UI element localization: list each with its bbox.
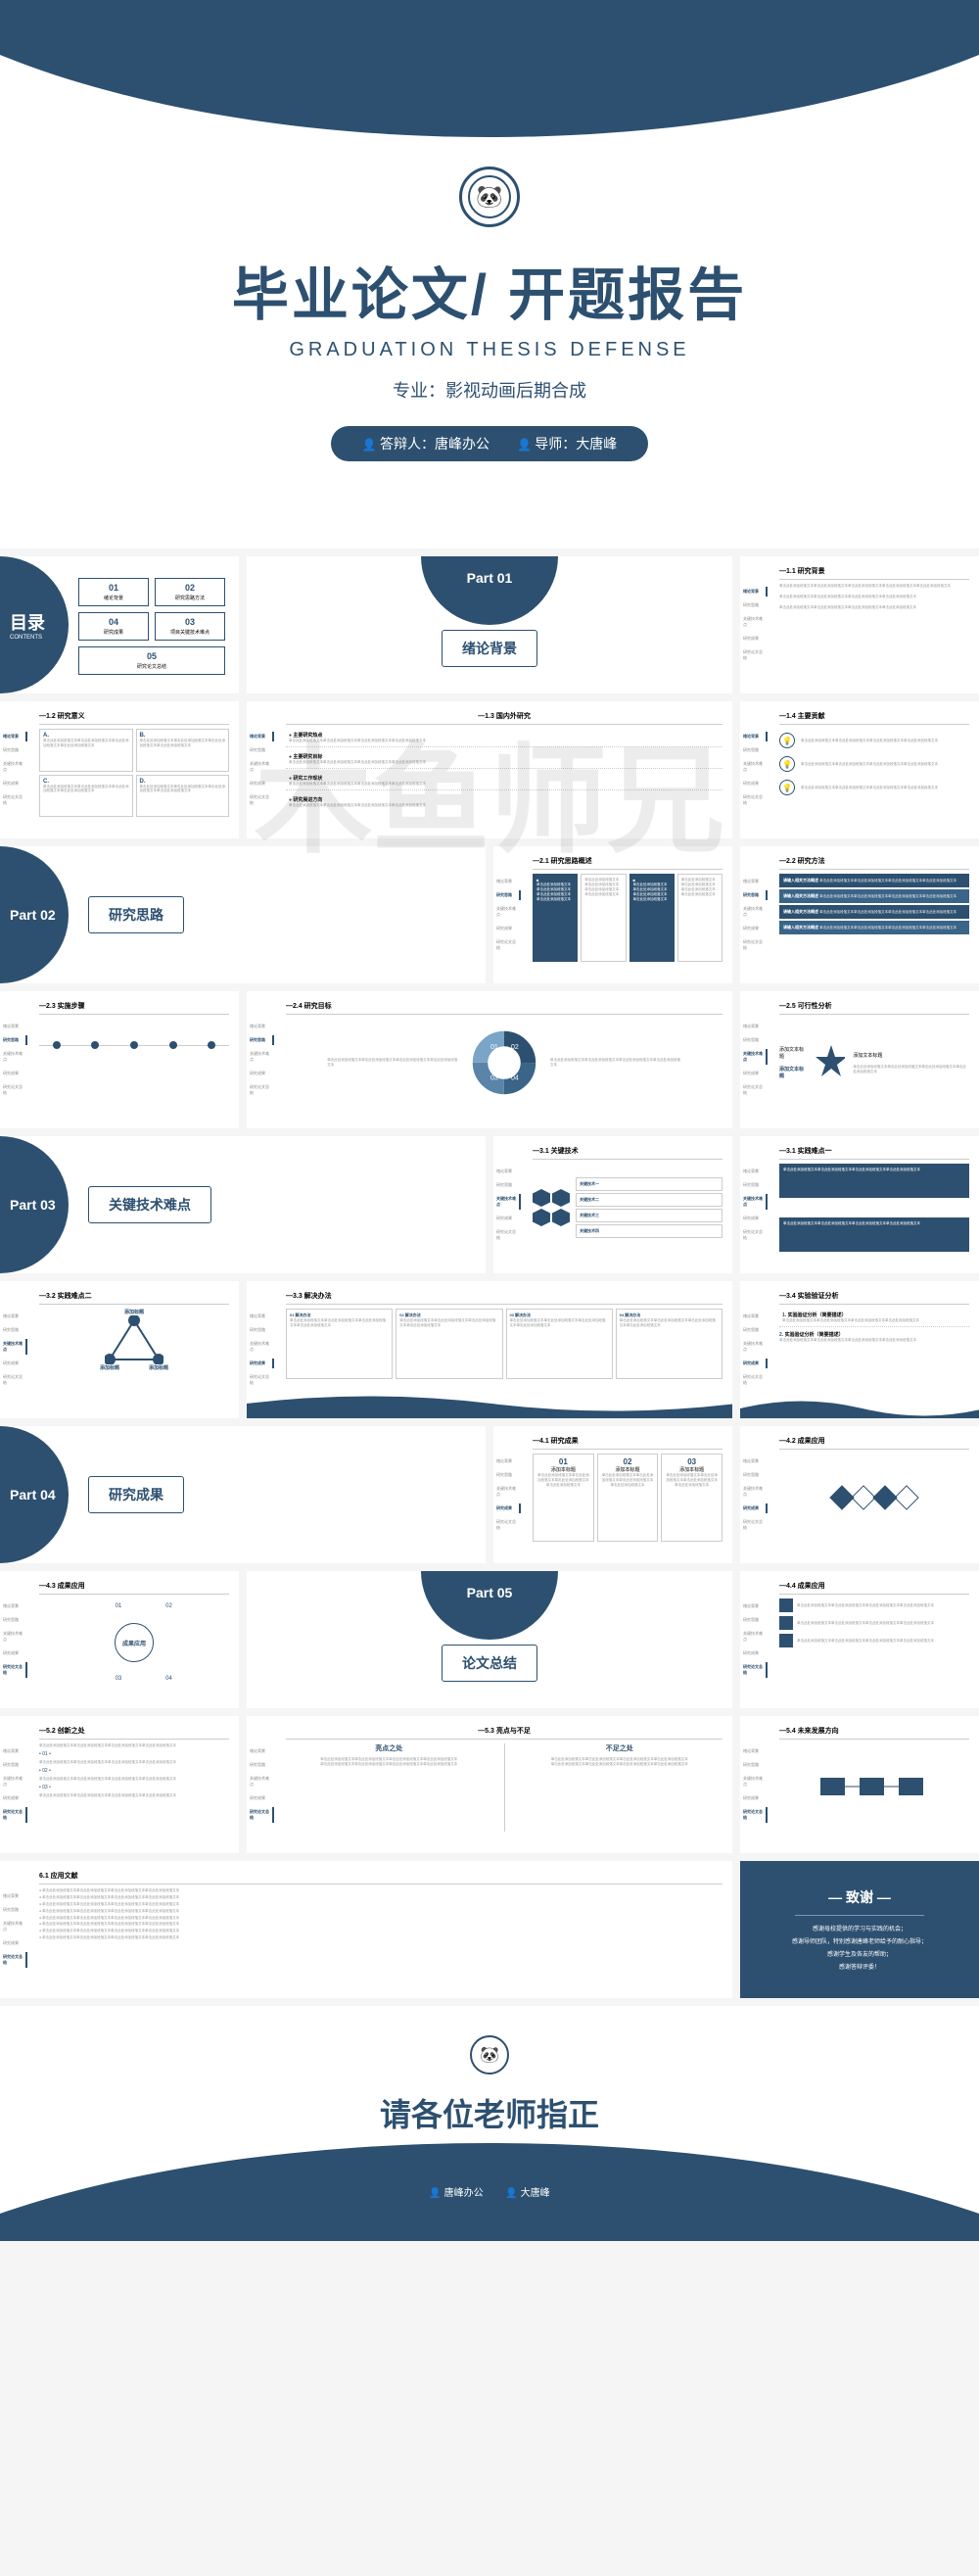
section-part02: Part 02 研究思路 — [0, 846, 486, 983]
badge-icon: 🐼 — [459, 167, 520, 227]
section-title: 绪论背景 — [442, 630, 537, 667]
slide-4-2: 绪论背景研究思路关键技术难点研究成果研究论文总结 —4.2 成果应用 — [740, 1426, 979, 1563]
slide-1-4: 绪论背景研究思路关键技术难点研究成果研究论文总结 —1.4 主要贡献 💡单击此处… — [740, 701, 979, 838]
part-label: Part 01 — [467, 570, 513, 586]
svg-text:01: 01 — [490, 1044, 498, 1051]
ack-title: — 致谢 — — [828, 1887, 891, 1907]
slide-4-4: 绪论背景研究思路关键技术难点研究成果研究论文总结 —4.4 成果应用 单击此处添… — [740, 1571, 979, 1708]
slide-3-2: 绪论背景研究思路关键技术难点研究成果研究论文总结 —3.2 实践难点二 添加标题… — [0, 1281, 239, 1418]
slide-1-2: 绪论背景研究思路关键技术难点研究成果研究论文总结 —1.2 研究意义 A.单击此… — [0, 701, 239, 838]
slide-3-1b: 绪论背景研究思路关键技术难点研究成果研究论文总结 —3.1 实践难点一 单击此处… — [740, 1136, 979, 1273]
slide-2-3: 绪论背景研究思路关键技术难点研究成果研究论文总结 —2.3 实施步骤 — [0, 991, 239, 1128]
svg-text:03: 03 — [490, 1075, 498, 1082]
slide-3-1: 绪论背景研究思路关键技术难点研究成果研究论文总结 —3.1 关键技术 关键技术一… — [493, 1136, 732, 1273]
slide-2-5: 绪论背景研究思路关键技术难点研究成果研究论文总结 —2.5 可行性分析 添加文本… — [740, 991, 979, 1128]
slides-grid: 🐼 毕业论文/ 开题报告 GRADUATION THESIS DEFENSE 专… — [0, 0, 979, 2241]
slide-6-1: 绪论背景研究思路关键技术难点研究成果研究论文总结 6.1 应用文献 ● 单击此处… — [0, 1861, 732, 1998]
final-info: 👤 唐峰办公 👤 大唐峰 — [0, 2184, 979, 2199]
toc-slide: 目录 CONTENTS 01绪论背景02研究思路方法04研究成果03项目关键技术… — [0, 556, 239, 693]
slide-2-2: 绪论背景研究思路关键技术难点研究成果研究论文总结 —2.2 研究方法 请输入相关… — [740, 846, 979, 983]
slide-2-1: 绪论背景研究思路关键技术难点研究成果研究论文总结 —2.1 研究思路概述 ■单击… — [493, 846, 732, 983]
donut-chart-icon: 01 02 03 04 — [470, 1028, 538, 1097]
toc-grid: 01绪论背景02研究思路方法04研究成果03项目关键技术难点05研究论文总结 — [78, 578, 225, 675]
slide-4-1: 绪论背景研究思路关键技术难点研究成果研究论文总结 —4.1 研究成果 01添加本… — [493, 1426, 732, 1563]
major: 专业：影视动画后期合成 — [0, 377, 979, 403]
main-title: 毕业论文/ 开题报告 — [0, 249, 979, 331]
slide-5-4: 绪论背景研究思路关键技术难点研究成果研究论文总结 —5.4 未来发展方向 — [740, 1716, 979, 1853]
slide-1-1: 绪论背景研究思路关键技术难点研究成果研究论文总结 —1.1 研究背景 单击此处添… — [740, 556, 979, 693]
slide-2-4: 绪论背景研究思路关键技术难点研究成果研究论文总结 —2.4 研究目标 单击此处添… — [247, 991, 732, 1128]
slide-1-3: 绪论背景研究思路关键技术难点研究成果研究论文总结 —1.3 国内外研究 ● 主要… — [247, 701, 732, 838]
presenter: 答辩人：唐峰办公 — [362, 434, 490, 453]
process-icon — [816, 1753, 933, 1822]
final-slide: 🐼 请各位老师指正 👤 唐峰办公 👤 大唐峰 — [0, 2006, 979, 2241]
acknowledgment-slide: — 致谢 — 感谢母校提供的学习与实践的机会； 感谢导师团队，特别感谢唐峰老师给… — [740, 1861, 979, 1998]
slide-3-4: 绪论背景研究思路关键技术难点研究成果研究论文总结 —3.4 实验验证分析 1. … — [740, 1281, 979, 1418]
title-slide: 🐼 毕业论文/ 开题报告 GRADUATION THESIS DEFENSE 专… — [0, 0, 979, 549]
star-icon — [812, 1043, 845, 1082]
section-part01: Part 01 绪论背景 — [247, 556, 732, 693]
final-text: 请各位老师指正 — [0, 2090, 979, 2135]
wave-icon — [247, 1389, 732, 1418]
section-part03: Part 03 关键技术难点 — [0, 1136, 486, 1273]
subtitle: GRADUATION THESIS DEFENSE — [0, 339, 979, 361]
svg-text:04: 04 — [511, 1075, 519, 1082]
svg-text:02: 02 — [511, 1044, 519, 1051]
slide-4-3: 绪论背景研究思路关键技术难点研究成果研究论文总结 —4.3 成果应用 成果应用 … — [0, 1571, 239, 1708]
advisor: 导师：大唐峰 — [517, 434, 617, 453]
part-label: Part 02 — [10, 907, 56, 923]
section-part05: Part 05 论文总结 — [247, 1571, 732, 1708]
section-part04: Part 04 研究成果 — [0, 1426, 486, 1563]
slide-5-2: 绪论背景研究思路关键技术难点研究成果研究论文总结 —5.2 创新之处 单击此处添… — [0, 1716, 239, 1853]
info-pill: 答辩人：唐峰办公 导师：大唐峰 — [331, 426, 649, 461]
slide-5-3: 绪论背景研究思路关键技术难点研究成果研究论文总结 —5.3 亮点与不足 亮点之处… — [247, 1716, 732, 1853]
slide-3-3: 绪论背景研究思路关键技术难点研究成果研究论文总结 —3.3 解决办法 01 解决… — [247, 1281, 732, 1418]
title-arc — [0, 0, 979, 137]
toc-label: 目录 CONTENTS — [10, 609, 45, 641]
section-title: 研究思路 — [88, 896, 184, 933]
triangle-icon — [105, 1315, 163, 1364]
